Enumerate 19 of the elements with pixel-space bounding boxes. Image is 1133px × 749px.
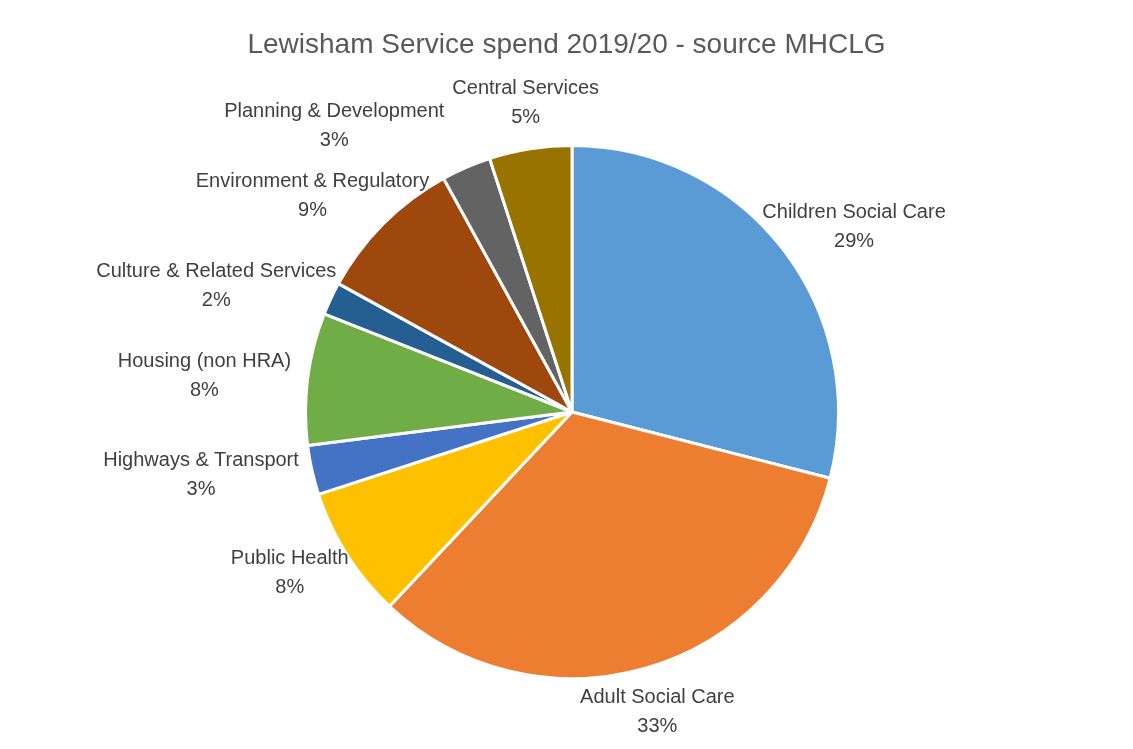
slice-label: Children Social Care: [762, 199, 946, 222]
slice-label: Highways & Transport: [103, 448, 300, 471]
data-label: 3%: [186, 477, 216, 500]
slice-label: Housing (non HRA): [117, 348, 292, 371]
data-label: 8%: [189, 377, 220, 400]
data-label: 33%: [637, 713, 678, 736]
slice-label: Central Services: [452, 75, 600, 98]
data-label: 9%: [298, 198, 328, 221]
slice-label: Public Health: [230, 545, 349, 568]
data-label: 29%: [834, 228, 875, 251]
data-label: 5%: [511, 104, 541, 127]
data-label: 8%: [275, 574, 305, 597]
slice-label: Adult Social Care: [580, 684, 735, 707]
slice-label: Culture & Related Services: [96, 258, 337, 281]
slice-label: Planning & Development: [224, 99, 445, 122]
data-label: 3%: [319, 128, 349, 151]
chart-title: Lewisham Service spend 2019/20 - source MHCLG: [247, 27, 886, 59]
slice-label: Environment & Regulatory: [195, 169, 430, 192]
data-label: 2%: [201, 287, 231, 310]
